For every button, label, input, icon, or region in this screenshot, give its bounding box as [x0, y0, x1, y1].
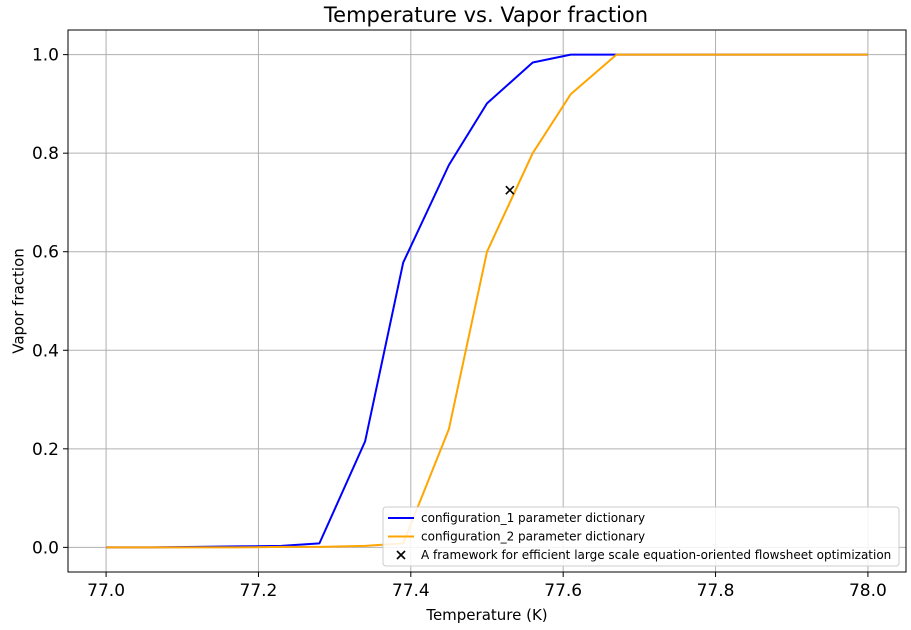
x-tick-label-0: 77.0	[87, 581, 125, 601]
y-tick-label-1: 0.2	[32, 440, 59, 460]
x-tick-label-2: 77.4	[392, 581, 430, 601]
scatter-point-2-0	[505, 185, 515, 195]
y-tick-label-2: 0.4	[32, 341, 59, 361]
x-axis-title: Temperature (K)	[425, 606, 547, 624]
legend-box	[382, 506, 900, 567]
legend-label-0: configuration_1 parameter dictionary	[421, 511, 645, 525]
grid	[68, 30, 906, 572]
y-axis: 0.0 0.2 0.4 0.6 0.8 1.0	[32, 46, 68, 558]
legend-label-2: A framework for efficient large scale eq…	[421, 548, 891, 562]
legend-label-1: configuration_2 parameter dictionary	[421, 530, 645, 544]
series-group	[106, 53, 868, 549]
y-axis-title: Vapor fraction	[9, 248, 27, 354]
x-axis: 77.0 77.2 77.4 77.6 77.8 78.0	[87, 572, 887, 601]
legend-entry-1: configuration_2 parameter dictionary	[388, 530, 645, 544]
y-tick-label-5: 1.0	[32, 46, 59, 66]
x-tick-label-4: 77.8	[697, 581, 735, 601]
x-tick-label-5: 78.0	[849, 581, 887, 601]
y-tick-label-3: 0.6	[32, 243, 59, 263]
legend-entry-2: A framework for efficient large scale eq…	[396, 548, 891, 562]
legend: configuration_1 parameter dictionary conf…	[382, 506, 900, 567]
series-line-0	[106, 53, 868, 549]
x-tick-label-3: 77.6	[544, 581, 582, 601]
series-line-1	[106, 53, 868, 549]
x-tick-label-1: 77.2	[240, 581, 278, 601]
y-tick-label-4: 0.8	[32, 144, 59, 164]
chart-title: Temperature vs. Vapor fraction	[323, 3, 648, 27]
plot-frame	[67, 29, 907, 573]
y-tick-label-0: 0.0	[32, 538, 59, 558]
legend-entry-0: configuration_1 parameter dictionary	[388, 511, 645, 525]
